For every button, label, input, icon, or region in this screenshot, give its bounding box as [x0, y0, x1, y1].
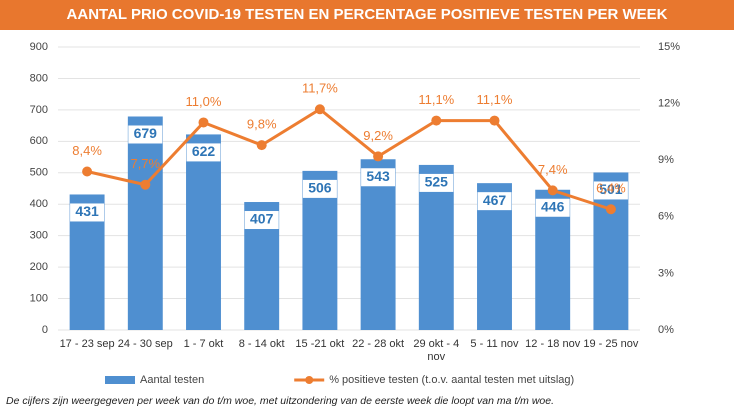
- y2-tick-label: 9%: [658, 154, 674, 166]
- bar: [127, 116, 163, 331]
- x-tick-label: 1 - 7 okt: [183, 338, 224, 350]
- line-marker: [373, 151, 384, 162]
- bar-label: 506: [308, 180, 332, 196]
- bar-label-bg: [128, 125, 163, 144]
- y-tick-label: 600: [30, 135, 48, 147]
- bar-label: 679: [134, 125, 158, 141]
- line: [86, 107, 612, 211]
- y-tick-label: 300: [30, 230, 48, 242]
- y-tick-label: 0: [42, 324, 48, 336]
- line-label: 6,4%: [596, 181, 626, 196]
- bar-label-bg: [244, 211, 279, 230]
- bar-label: 525: [425, 174, 449, 190]
- bar-label: 501: [599, 181, 623, 197]
- line-marker: [489, 115, 500, 126]
- x-tick-label: 29 okt - 4 nov: [413, 338, 460, 363]
- x-tick-label: 19 - 25 nov: [583, 338, 639, 350]
- y2-tick-label: 12%: [658, 98, 680, 110]
- bar-label-bg: [419, 173, 454, 192]
- line-label: 11,1%: [418, 92, 454, 107]
- line-label: 11,1%: [477, 92, 513, 107]
- bar-label-bg: [302, 179, 337, 198]
- line-label: 7,7%: [130, 156, 160, 171]
- bar-label-bg: [361, 168, 396, 187]
- y-tick-label: 500: [30, 167, 48, 179]
- y-tick-label: 700: [30, 104, 48, 116]
- bar-label: 446: [541, 198, 565, 214]
- bar: [418, 164, 454, 330]
- y-tick-label: 800: [30, 72, 48, 84]
- line-label: 11,0%: [186, 94, 222, 109]
- line-label: 11,7%: [302, 81, 338, 96]
- bar-label: 543: [366, 168, 390, 184]
- footnote: De cijfers zijn weergegeven per week van…: [6, 395, 555, 407]
- bar-label-bg: [70, 203, 105, 222]
- y2-tick-label: 6%: [658, 211, 674, 223]
- line-marker: [140, 179, 151, 190]
- chart-title: AANTAL PRIO COVID-19 TESTEN EN PERCENTAG…: [0, 0, 734, 30]
- line-marker: [314, 104, 325, 115]
- bar-label-bg: [186, 143, 221, 162]
- bar-label-bg: [535, 198, 570, 217]
- legend-label: Aantal testen: [140, 374, 204, 386]
- line-label: 9,8%: [247, 117, 277, 132]
- line-marker: [256, 140, 267, 151]
- y2-tick-label: 3%: [658, 267, 674, 279]
- line-marker: [431, 115, 442, 126]
- x-tick-label: 15 -21 okt: [295, 338, 345, 350]
- bar: [186, 134, 221, 330]
- bar-label: 407: [250, 211, 274, 227]
- bar-label: 431: [75, 203, 99, 219]
- line-label: 8,4%: [72, 143, 102, 158]
- line-marker: [82, 166, 93, 177]
- legend-swatch: [305, 376, 314, 384]
- legend-label: % positieve testen (t.o.v. aantal testen…: [329, 374, 574, 386]
- line-label: 7,4%: [538, 162, 568, 177]
- x-tick-label: 5 - 11 nov: [470, 338, 519, 350]
- bar-label-bg: [477, 192, 512, 211]
- line-marker: [605, 204, 616, 215]
- y-tick-label: 900: [30, 41, 48, 53]
- x-tick-label: 24 - 30 sep: [117, 338, 173, 350]
- x-tick-label: 8 - 14 okt: [238, 338, 285, 350]
- bar-label: 467: [483, 192, 507, 208]
- bar-label: 622: [192, 143, 216, 159]
- x-tick-label: 22 - 28 okt: [352, 338, 405, 350]
- bar: [360, 159, 396, 330]
- bar-label-bg: [593, 181, 628, 200]
- y-tick-label: 200: [30, 261, 48, 273]
- y2-tick-label: 0%: [658, 324, 674, 336]
- y-tick-label: 100: [30, 292, 48, 304]
- y-tick-label: 400: [30, 198, 48, 210]
- x-tick-label: 17 - 23 sep: [59, 338, 115, 350]
- line-marker: [547, 185, 558, 196]
- line-marker: [198, 117, 209, 128]
- x-tick-label: 12 - 18 nov: [525, 338, 581, 350]
- legend-swatch: [105, 376, 135, 384]
- y2-tick-label: 15%: [658, 41, 680, 53]
- line-label: 9,2%: [363, 128, 393, 143]
